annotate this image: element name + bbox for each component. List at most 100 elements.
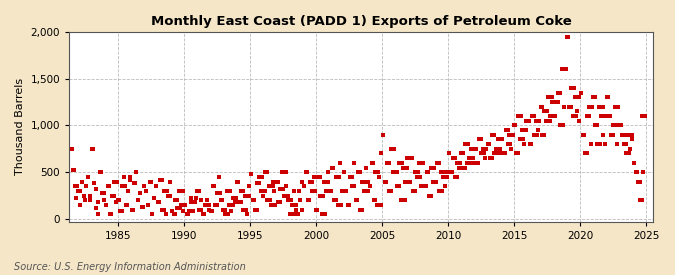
Point <box>320 212 331 216</box>
Point <box>592 123 603 128</box>
Point <box>346 184 357 188</box>
Point <box>531 133 542 137</box>
Point <box>396 161 407 165</box>
Point <box>399 198 410 202</box>
Point <box>333 175 344 179</box>
Point <box>415 175 426 179</box>
Point <box>130 181 140 186</box>
Point <box>117 184 128 188</box>
Point <box>279 193 290 198</box>
Point <box>227 203 238 207</box>
Point <box>450 156 460 160</box>
Point <box>287 203 298 207</box>
Point <box>524 142 535 146</box>
Point <box>283 198 294 202</box>
Point <box>364 184 375 188</box>
Point <box>481 147 492 151</box>
Point <box>616 123 626 128</box>
Point <box>158 189 169 193</box>
Point <box>483 142 493 146</box>
Point <box>571 114 582 118</box>
Point <box>370 170 381 174</box>
Point <box>416 184 427 188</box>
Point <box>456 151 466 156</box>
Point <box>219 207 230 212</box>
Point <box>262 170 273 174</box>
Point <box>466 147 477 151</box>
Point <box>423 170 434 174</box>
Point <box>404 179 414 184</box>
Point <box>435 170 446 174</box>
Point <box>573 95 584 100</box>
Point <box>375 203 386 207</box>
Point <box>410 189 421 193</box>
Point <box>253 175 264 179</box>
Point <box>406 156 416 160</box>
Point <box>480 156 491 160</box>
Point <box>509 123 520 128</box>
Point <box>66 147 77 151</box>
Point <box>412 175 423 179</box>
Point <box>428 165 439 170</box>
Point <box>155 177 165 182</box>
Point <box>358 189 369 193</box>
Point <box>579 151 590 156</box>
Point <box>423 193 434 198</box>
Point <box>261 198 272 202</box>
Point <box>148 196 159 200</box>
Point <box>194 207 205 212</box>
Point <box>539 109 550 114</box>
Point <box>142 203 153 207</box>
Point <box>68 168 78 172</box>
Point <box>568 114 578 118</box>
Point <box>425 193 436 198</box>
Point <box>380 179 391 184</box>
Point <box>575 90 586 95</box>
Point <box>74 189 85 193</box>
Point <box>136 205 147 209</box>
Point <box>360 179 371 184</box>
Point <box>103 184 114 188</box>
Point <box>168 212 179 216</box>
Point <box>523 119 534 123</box>
Point <box>414 161 425 165</box>
Point <box>491 151 502 156</box>
Point <box>183 212 194 216</box>
Point <box>549 114 560 118</box>
Point <box>342 203 353 207</box>
Point <box>632 170 643 174</box>
Point <box>325 189 335 193</box>
Point <box>551 100 562 104</box>
Point <box>452 161 462 165</box>
Point <box>585 142 596 146</box>
Point <box>170 198 181 202</box>
Point <box>127 207 138 212</box>
Point <box>502 128 513 132</box>
Point <box>392 184 403 188</box>
Point <box>267 179 278 184</box>
Point <box>164 193 175 198</box>
Point <box>596 114 607 118</box>
Point <box>618 142 629 146</box>
Point <box>465 161 476 165</box>
Point <box>275 200 286 204</box>
Point <box>281 184 292 188</box>
Point <box>208 184 219 188</box>
Point <box>217 198 227 202</box>
Point <box>402 156 412 160</box>
Point <box>496 137 507 142</box>
Point <box>128 181 139 186</box>
Point <box>592 142 603 146</box>
Point <box>245 172 256 176</box>
Point <box>126 207 137 212</box>
Point <box>433 189 444 193</box>
Point <box>613 104 624 109</box>
Point <box>212 203 223 207</box>
Point <box>374 175 385 179</box>
Point <box>526 114 537 118</box>
Point <box>291 207 302 212</box>
Point <box>373 170 383 174</box>
Point <box>83 175 94 179</box>
Point <box>473 161 484 165</box>
Point <box>553 90 564 95</box>
